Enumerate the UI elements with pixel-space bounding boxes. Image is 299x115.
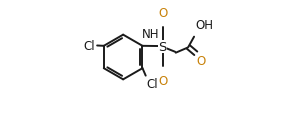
Text: O: O xyxy=(158,74,167,87)
Text: O: O xyxy=(197,55,206,68)
Text: Cl: Cl xyxy=(146,78,158,91)
Text: Cl: Cl xyxy=(84,39,95,52)
Text: NH: NH xyxy=(142,27,159,40)
Text: S: S xyxy=(158,41,167,53)
Text: OH: OH xyxy=(195,19,213,32)
Text: O: O xyxy=(158,7,167,20)
